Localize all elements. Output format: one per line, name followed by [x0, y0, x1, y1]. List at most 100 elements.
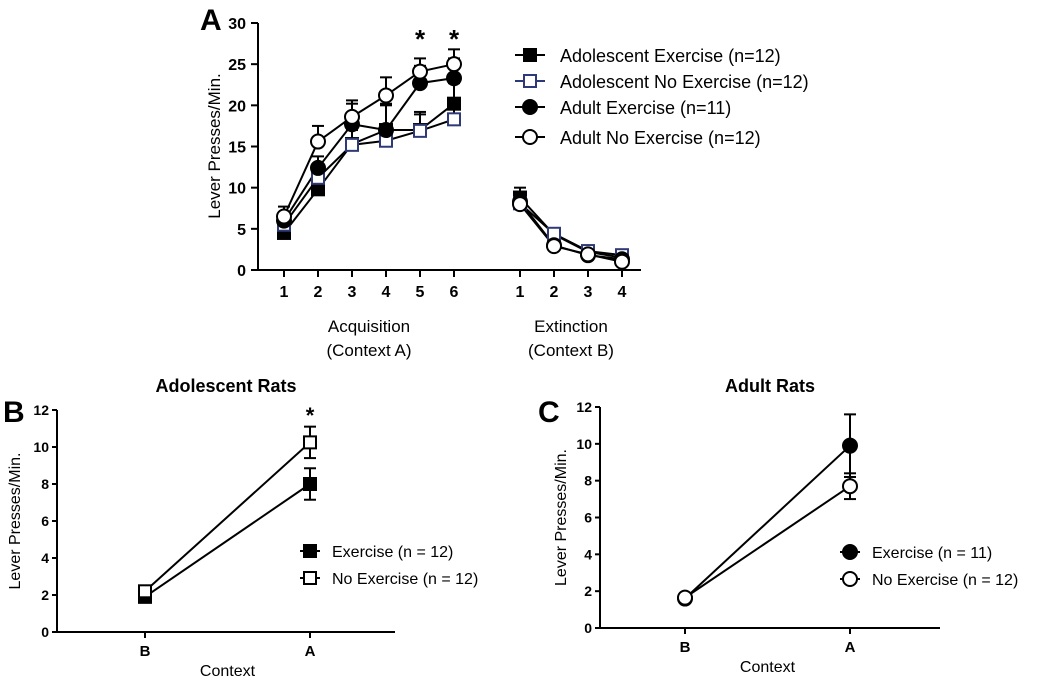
y-tick-label: 0 — [237, 263, 246, 280]
group-sublabel: (Context A) — [326, 341, 411, 360]
y-axis-label: Lever Presses/Min. — [205, 73, 224, 219]
data-point — [512, 196, 528, 213]
data-point — [310, 133, 326, 150]
data-point — [412, 63, 428, 80]
x-tick-label: 5 — [416, 284, 425, 301]
legend-marker — [303, 544, 317, 558]
y-axis-label: Lever Presses/Min. — [553, 449, 570, 586]
series-0 — [684, 413, 856, 600]
y-tick-label: 12 — [33, 402, 49, 418]
data-point — [378, 122, 394, 139]
data-point — [138, 584, 152, 599]
x-tick-label: B — [140, 643, 151, 660]
data-point — [677, 589, 693, 606]
data-point — [447, 112, 461, 127]
data-point — [303, 477, 317, 491]
series-line — [519, 196, 623, 259]
legend-label: Adult No Exercise (n=12) — [560, 128, 761, 148]
x-tick-label: 4 — [382, 284, 391, 301]
legend-marker — [842, 544, 858, 560]
y-tick-label: 12 — [576, 399, 592, 415]
panel-label-a: A — [200, 4, 222, 37]
data-point — [580, 246, 596, 263]
significance-star: * — [306, 403, 315, 428]
series-line — [519, 202, 623, 257]
series-line — [684, 444, 851, 600]
x-tick-label: 6 — [450, 284, 459, 301]
series-line — [283, 102, 455, 234]
panel-b: B Adolescent Rats 0 2 4 6 8 10 12 B A Context Lever … — [3, 376, 478, 680]
data-point — [310, 159, 326, 176]
panel-label-c: C — [538, 396, 560, 429]
y-tick-label: 30 — [228, 16, 246, 33]
significance-star: * — [415, 24, 426, 54]
data-point — [546, 238, 562, 255]
chart-title: Adolescent Rats — [155, 376, 296, 396]
panel-a: A 0 5 10 15 20 25 30 1 2 3 4 5 6 Acquisition (Context A… — [200, 4, 809, 360]
x-tick-label: 4 — [618, 284, 627, 301]
y-tick-label: 10 — [33, 439, 49, 455]
y-tick-label: 8 — [41, 476, 49, 492]
y-tick-label: 8 — [584, 473, 592, 489]
y-tick-label: 2 — [584, 583, 592, 599]
legend-marker — [842, 571, 858, 587]
data-point — [345, 137, 359, 152]
data-point — [276, 208, 292, 225]
x-tick-label: A — [305, 643, 316, 660]
group-sublabel: (Context B) — [528, 341, 614, 360]
series-line — [519, 203, 623, 263]
significance-star: * — [449, 24, 460, 54]
x-tick-label: 1 — [516, 284, 525, 301]
panel-label-b: B — [3, 396, 25, 429]
x-tick-label: A — [845, 639, 856, 656]
legend-label: Adolescent No Exercise (n=12) — [560, 72, 809, 92]
y-tick-label: 10 — [576, 436, 592, 452]
data-point — [842, 478, 858, 495]
x-tick-label: 2 — [550, 284, 559, 301]
series-1 — [684, 472, 856, 599]
legend-marker — [523, 74, 537, 88]
data-point — [614, 253, 630, 270]
data-point — [413, 123, 427, 138]
legend-marker — [303, 571, 317, 585]
legend-label: No Exercise (n = 12) — [332, 571, 478, 588]
legend-label: No Exercise (n = 12) — [872, 572, 1018, 589]
group-label: Acquisition — [328, 317, 410, 336]
data-point — [447, 96, 461, 111]
x-tick-label: 2 — [314, 284, 323, 301]
series-line — [684, 485, 851, 599]
data-point — [446, 56, 462, 73]
data-point — [303, 435, 317, 450]
legend-marker — [522, 99, 538, 115]
legend-label: Exercise (n = 12) — [332, 544, 453, 561]
legend-label: Exercise (n = 11) — [872, 545, 992, 562]
y-tick-label: 6 — [584, 510, 592, 526]
chart-title: Adult Rats — [725, 376, 815, 396]
y-tick-label: 25 — [228, 57, 246, 74]
legend-label: Adult Exercise (n=11) — [560, 98, 731, 118]
data-point — [378, 87, 394, 104]
group-label: Extinction — [534, 317, 608, 336]
y-tick-label: 10 — [228, 181, 246, 198]
data-point — [842, 437, 858, 454]
series-line — [144, 441, 311, 593]
panel-c: C Adult Rats 0 2 4 6 8 10 12 B A Context Lever Press… — [538, 376, 1018, 676]
y-tick-label: 0 — [41, 624, 49, 640]
series-line — [283, 63, 455, 217]
x-tick-label: 3 — [584, 284, 593, 301]
y-tick-label: 6 — [41, 513, 49, 529]
y-tick-label: 15 — [228, 140, 246, 157]
y-tick-label: 2 — [41, 587, 49, 603]
data-point — [311, 182, 325, 197]
series-line — [283, 118, 455, 226]
legend-marker — [523, 48, 537, 62]
y-tick-label: 4 — [584, 546, 592, 562]
series-0 — [144, 467, 316, 598]
y-tick-label: 5 — [237, 222, 246, 239]
legend-label: Adolescent Exercise (n=12) — [560, 46, 781, 66]
series-1 — [144, 425, 316, 593]
y-tick-label: 0 — [584, 620, 592, 636]
x-tick-label: B — [680, 639, 691, 656]
data-point — [344, 108, 360, 125]
